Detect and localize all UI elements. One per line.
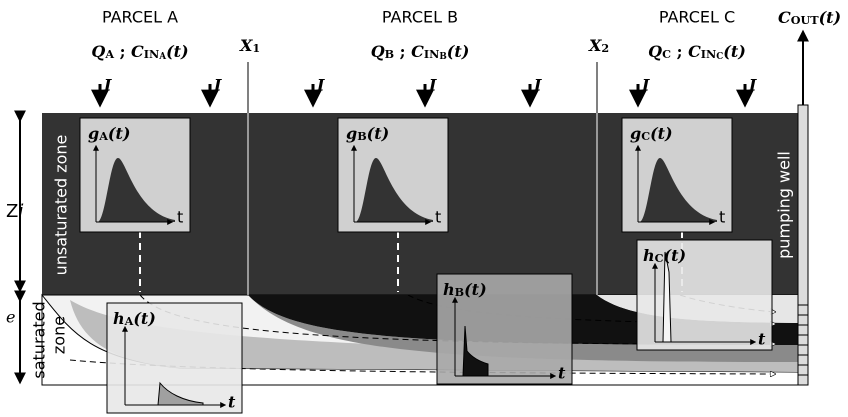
h-axis-label: t xyxy=(228,393,236,412)
label-part: C xyxy=(716,52,723,62)
g-axis-label: t xyxy=(719,208,725,227)
label-part: (t) xyxy=(133,309,156,328)
label-part: C xyxy=(778,8,791,27)
g-label: gB(t) xyxy=(346,124,389,144)
label-part: C xyxy=(131,42,144,61)
outflow-label: COUT(t) xyxy=(778,8,841,28)
infiltration-label: I xyxy=(103,76,112,95)
label-part: A xyxy=(104,47,114,61)
h-label: hB(t) xyxy=(443,280,487,300)
label-part: Z xyxy=(6,201,18,222)
label-part: (t) xyxy=(819,8,842,27)
pumping-well xyxy=(798,105,808,385)
label-part: B xyxy=(385,47,394,61)
label-part: X xyxy=(588,36,602,55)
label-part: (t) xyxy=(650,124,673,143)
label-part: g xyxy=(346,124,357,143)
label-part: h xyxy=(443,280,455,299)
label-part: (t) xyxy=(367,124,390,143)
label-part: B xyxy=(357,129,366,143)
parcel-name: PARCEL C xyxy=(659,8,735,27)
label-part: Q xyxy=(91,42,105,61)
label-part: (t) xyxy=(723,42,746,61)
label-part: C xyxy=(688,42,701,61)
saturated-label: zone xyxy=(50,316,69,354)
parcel-name: PARCEL B xyxy=(382,8,458,27)
g-axis-label: t xyxy=(435,208,441,227)
g-label: gA(t) xyxy=(88,124,130,144)
h-axis-label: t xyxy=(758,330,766,349)
label-part: A xyxy=(158,52,166,62)
label-part: ; xyxy=(394,42,411,61)
h-axis-label: t xyxy=(558,364,566,383)
label-part: h xyxy=(643,246,655,265)
label-part: (t) xyxy=(664,246,687,265)
h-label: hA(t) xyxy=(113,309,156,329)
diagram: pumping well unsaturated zone saturated … xyxy=(0,0,848,417)
unsaturated-label: unsaturated zone xyxy=(52,135,71,276)
label-part: A xyxy=(98,129,108,143)
saturated-label: saturated xyxy=(30,301,49,378)
label-part: OUT xyxy=(791,13,820,27)
label-part: ; xyxy=(671,42,688,61)
label-part: IN xyxy=(144,47,159,61)
label-part: C xyxy=(641,129,650,143)
boundary-label: X1 xyxy=(239,36,260,56)
infiltration-label: I xyxy=(748,76,757,95)
zi-label: Zi xyxy=(6,201,23,222)
label-part: 2 xyxy=(601,41,609,55)
label-part: (t) xyxy=(108,124,131,143)
label-part: A xyxy=(124,314,134,328)
infiltration-label: I xyxy=(641,76,650,95)
flow-label: QB ; CINB(t) xyxy=(371,42,470,63)
label-part: IN xyxy=(424,47,439,61)
label-part: Q xyxy=(371,42,385,61)
g-label: gC(t) xyxy=(630,124,673,144)
label-part: X xyxy=(239,36,253,55)
label-part: h xyxy=(113,309,125,328)
boundary-label: X2 xyxy=(588,36,609,56)
label-part: C xyxy=(662,47,671,61)
label-part: i xyxy=(18,201,23,222)
label-part: 1 xyxy=(252,41,260,55)
infiltration-label: I xyxy=(533,76,542,95)
flow-label: QC ; CINC(t) xyxy=(648,42,746,63)
well-label: pumping well xyxy=(775,151,794,259)
infiltration-label: I xyxy=(213,76,222,95)
flow-label: QA ; CINA(t) xyxy=(91,42,188,63)
label-part: (t) xyxy=(166,42,189,61)
g-axis-label: t xyxy=(177,208,183,227)
infiltration-label: I xyxy=(428,76,437,95)
label-part: (t) xyxy=(447,42,470,61)
label-part: Q xyxy=(648,42,662,61)
label-part: B xyxy=(439,52,446,62)
e-label: e xyxy=(6,308,15,327)
label-part: B xyxy=(455,285,464,299)
h-label: hC(t) xyxy=(643,246,686,266)
label-part: (t) xyxy=(464,280,487,299)
label-part: g xyxy=(88,124,99,143)
parcel-name: PARCEL A xyxy=(102,8,178,27)
infiltration-label: I xyxy=(316,76,325,95)
label-part: IN xyxy=(701,47,716,61)
label-part: C xyxy=(411,42,424,61)
label-part: g xyxy=(630,124,641,143)
label-part: C xyxy=(655,251,664,265)
label-part: ; xyxy=(114,42,131,61)
